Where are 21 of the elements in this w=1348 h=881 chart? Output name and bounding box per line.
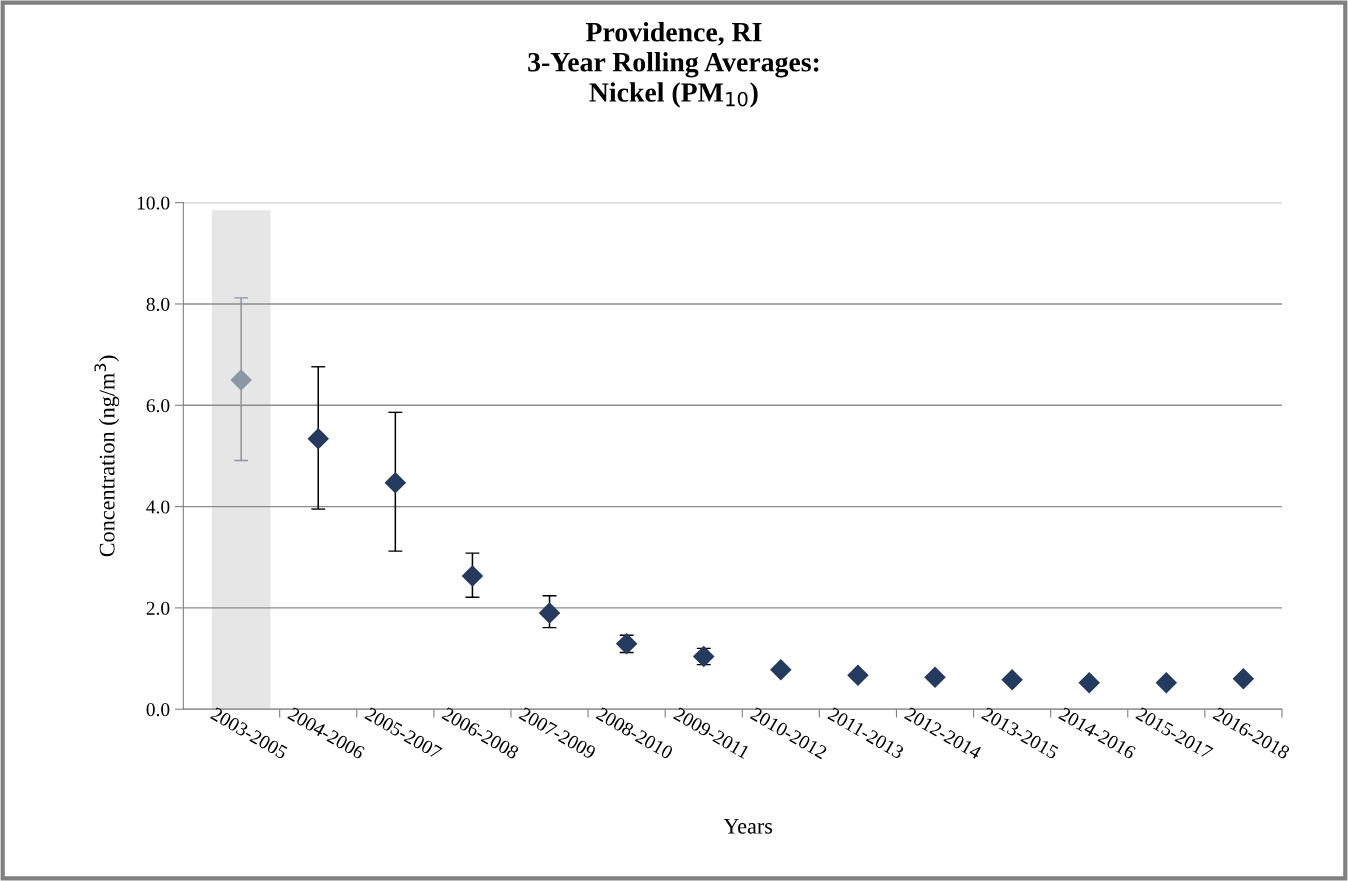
y-tick-label: 0.0 <box>146 703 170 717</box>
point <box>1078 672 1100 694</box>
point <box>1001 669 1023 691</box>
y-axis-title: Concentration (ng/m$^{3}$) <box>94 355 120 557</box>
y-tick-label: 2.0 <box>146 601 170 615</box>
point <box>1155 672 1178 694</box>
point <box>461 565 484 587</box>
y-tick-label: 4.0 <box>146 500 170 514</box>
point <box>847 664 869 687</box>
y-tick-label: 6.0 <box>146 399 170 413</box>
point <box>230 369 252 391</box>
point <box>770 658 792 681</box>
x-axis-title: Years <box>723 818 773 834</box>
y-tick-label: 10.0 <box>137 196 170 210</box>
point <box>384 472 407 494</box>
y-tick-label: 8.0 <box>146 297 170 311</box>
point <box>1232 668 1255 690</box>
chart-title: Providence, RI 3-Year Rolling Averages: Nickel (PM$_{10}$) <box>528 22 819 108</box>
point <box>307 427 329 450</box>
point <box>924 666 946 689</box>
point <box>538 602 561 624</box>
